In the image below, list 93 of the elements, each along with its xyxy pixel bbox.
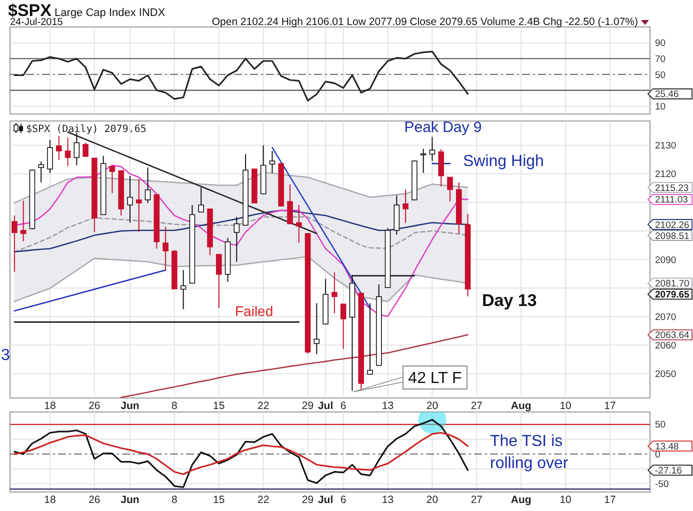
x-tick-label: Jun: [120, 494, 140, 506]
text: -27.16: [655, 465, 682, 476]
candlestick: [162, 226, 168, 271]
candlestick: [127, 175, 133, 224]
line-series: [14, 172, 468, 204]
candlestick: [38, 161, 44, 183]
y-tick-label: 2070: [655, 312, 676, 323]
candlestick: [269, 150, 276, 174]
candlestick: [82, 142, 88, 158]
candlestick: [144, 167, 151, 204]
x-tick-label: 29: [302, 400, 314, 412]
text: 2102.26: [655, 220, 690, 231]
text: 3: [1, 347, 10, 364]
y-tick-label: 10: [655, 101, 666, 112]
x-tick-label: 27: [470, 400, 483, 412]
x-tick-label: 26: [88, 400, 100, 412]
x-tick-label: 29: [302, 494, 314, 506]
y-tick-label: 2050: [655, 369, 676, 380]
text: 25.46: [655, 89, 679, 100]
x-tick-label: Jul: [318, 400, 334, 412]
x-tick-label: 20: [426, 400, 438, 412]
x-tick-label: 17: [604, 494, 616, 506]
candlestick: [12, 215, 18, 272]
y-tick-label: 2090: [655, 254, 676, 266]
y-tick-label: 70: [655, 54, 666, 65]
y-tick-label: 2120: [655, 169, 676, 180]
candlestick: [234, 216, 240, 262]
x-tick-label: 27: [470, 494, 483, 506]
candlestick: [447, 176, 453, 202]
candlestick: [367, 302, 373, 375]
candlestick: [64, 137, 71, 166]
candlestick: [332, 272, 338, 314]
x-tick-label: Jun: [120, 400, 140, 412]
candlestick: [47, 139, 53, 174]
annotation: 42 LT F: [408, 370, 462, 387]
chart-subtitle: 24-Jul-2015: [10, 17, 64, 28]
line-series: [14, 50, 469, 102]
x-tick-label: 10: [560, 494, 572, 506]
candlestick: [296, 204, 302, 244]
candlestick: [340, 304, 346, 350]
y-tick-label: 90: [655, 38, 666, 50]
x-tick-label: 6: [340, 400, 346, 412]
candlestick: [20, 200, 26, 242]
candlestick: [56, 136, 62, 160]
text: 2111.03: [655, 194, 688, 206]
text: 13.48: [655, 441, 679, 452]
annotation: Failed: [235, 303, 274, 319]
candlestick: [287, 184, 293, 224]
x-tick-label: 15: [213, 400, 225, 412]
x-tick-label: Aug: [510, 494, 532, 506]
x-tick-label: Jul: [318, 494, 334, 506]
text: 2081.70: [655, 278, 690, 290]
line-series: [120, 334, 468, 398]
text: 2115.23: [655, 182, 689, 194]
candlestick: [136, 178, 142, 233]
x-tick-label: 8: [172, 400, 178, 412]
x-tick-label: 20: [426, 494, 438, 506]
annotation: Day 13: [482, 291, 537, 310]
text: 2063.64: [655, 330, 690, 342]
x-tick-label: 13: [382, 400, 394, 412]
candlestick: [216, 254, 222, 309]
y-tick-label: -50: [655, 479, 669, 490]
candlestick: [314, 302, 320, 355]
text: 2098.51: [655, 230, 690, 242]
candlestick: [429, 136, 436, 162]
candlestick: [438, 148, 444, 187]
y-tick-label: 50: [655, 70, 666, 81]
candlestick: [198, 186, 204, 213]
candlestick: [109, 166, 116, 194]
line-series: [14, 432, 469, 476]
x-tick-label: 18: [44, 494, 56, 506]
annotation: Peak Day 9: [404, 119, 482, 136]
annotation: The TSI is rolling over: [490, 433, 569, 472]
y-tick-label: 50: [655, 420, 666, 431]
x-tick-label: 17: [604, 400, 616, 412]
x-tick-label: 6: [340, 494, 346, 506]
candlestick: [180, 270, 186, 310]
x-tick-label: 8: [172, 494, 178, 506]
x-tick-label: 13: [382, 494, 394, 506]
y-tick-label: 2130: [655, 140, 676, 152]
x-tick-label: 10: [560, 400, 572, 412]
candlestick: [402, 189, 408, 224]
annotation: Swing High: [463, 153, 544, 170]
annotation: $SPX (Daily) 2079.65: [26, 124, 146, 135]
x-tick-label: Aug: [510, 400, 532, 412]
x-tick-label: 22: [257, 400, 270, 412]
x-tick-label: 22: [257, 494, 270, 506]
x-tick-label: 26: [88, 494, 100, 506]
x-tick-label: 18: [44, 400, 56, 412]
y-tick-label: 2060: [655, 340, 676, 352]
x-tick-label: 15: [213, 494, 225, 506]
text: 2079.65: [655, 290, 690, 300]
annotation: Open 2102.24 High 2106.01 Low 2077.09 Close 2079.65 Volume 2.4B Chg -22.50 (-1.07%): [212, 16, 638, 28]
